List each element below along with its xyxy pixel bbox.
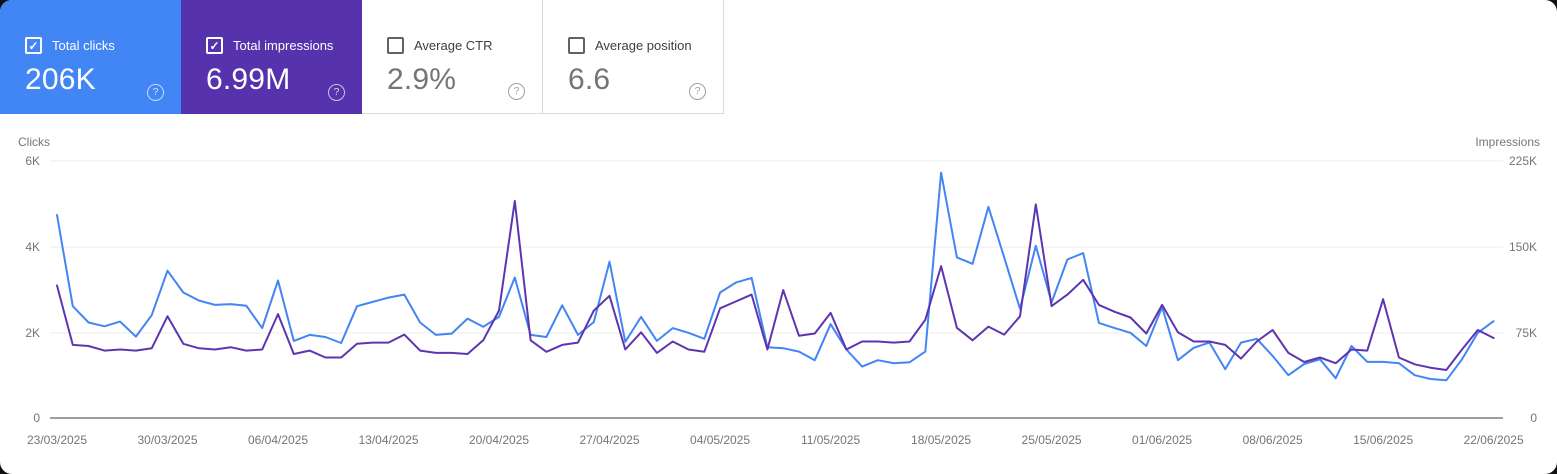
card-average-position[interactable]: ✓ Average position 6.6 ? (543, 0, 724, 114)
x-axis-date-label: 23/03/2025 (27, 433, 87, 447)
x-axis-date-label: 08/06/2025 (1243, 433, 1303, 447)
left-axis-tick: 2K (25, 326, 40, 340)
x-axis-date-label: 13/04/2025 (358, 433, 418, 447)
performance-chart[interactable]: Clicks Impressions 6K 4K 2K 0 225K 150K 75K 0 23/0… (0, 114, 1557, 474)
card-label: Average CTR (414, 37, 493, 53)
x-axis-date-label: 06/04/2025 (248, 433, 308, 447)
card-value: 206K (25, 63, 96, 96)
check-icon: ✓ (28, 38, 39, 53)
card-value: 6.6 (568, 62, 611, 96)
help-icon[interactable]: ? (147, 84, 164, 101)
right-axis-tick: 0 (1530, 411, 1537, 425)
card-total-impressions[interactable]: ✓ Total impressions 6.99M ? (181, 0, 362, 114)
x-axis-date-label: 04/05/2025 (690, 433, 750, 447)
average-position-checkbox[interactable]: ✓ (568, 36, 585, 54)
right-axis-tick: 75K (1516, 326, 1537, 340)
left-axis-tick: 6K (25, 154, 40, 168)
x-axis-date-label: 15/06/2025 (1353, 433, 1413, 447)
card-average-ctr[interactable]: ✓ Average CTR 2.9% ? (362, 0, 543, 114)
check-icon: ✓ (209, 38, 220, 53)
x-axis-date-label: 18/05/2025 (911, 433, 971, 447)
right-axis-tick: 225K (1509, 154, 1537, 168)
total-clicks-checkbox[interactable]: ✓ (25, 37, 42, 54)
x-axis-date-label: 22/06/2025 (1464, 433, 1524, 447)
card-total-clicks[interactable]: ✓ Total clicks 206K ? (0, 0, 181, 114)
help-icon[interactable]: ? (328, 84, 345, 101)
total-impressions-checkbox[interactable]: ✓ (206, 37, 223, 54)
metric-cards-row: ✓ Total clicks 206K ? ✓ Total impression… (0, 0, 1557, 114)
x-axis-date-label: 11/05/2025 (801, 433, 860, 447)
total-impressions-line (56, 200, 1495, 371)
help-icon[interactable]: ? (689, 83, 706, 100)
x-axis-date-label: 30/03/2025 (137, 433, 197, 447)
left-axis-tick: 0 (33, 411, 40, 425)
help-icon[interactable]: ? (508, 83, 525, 100)
x-axis-date-label: 20/04/2025 (469, 433, 529, 447)
x-axis-date-label: 27/04/2025 (580, 433, 640, 447)
right-axis-tick: 150K (1509, 240, 1537, 254)
average-ctr-checkbox[interactable]: ✓ (387, 36, 404, 54)
x-axis-date-label: 25/05/2025 (1022, 433, 1082, 447)
x-axis-date-label: 01/06/2025 (1132, 433, 1192, 447)
card-label: Total clicks (52, 38, 115, 53)
left-axis-title: Clicks (18, 135, 50, 149)
card-label: Average position (595, 37, 692, 53)
total-clicks-line (56, 171, 1495, 382)
performance-chart-area: Clicks Impressions 6K 4K 2K 0 225K 150K 75K 0 23/0… (0, 114, 1557, 474)
card-value: 6.99M (206, 63, 291, 96)
right-axis-title: Impressions (1475, 135, 1540, 149)
left-axis-tick: 4K (25, 240, 40, 254)
card-value: 2.9% (387, 62, 457, 96)
card-label: Total impressions (233, 38, 334, 53)
